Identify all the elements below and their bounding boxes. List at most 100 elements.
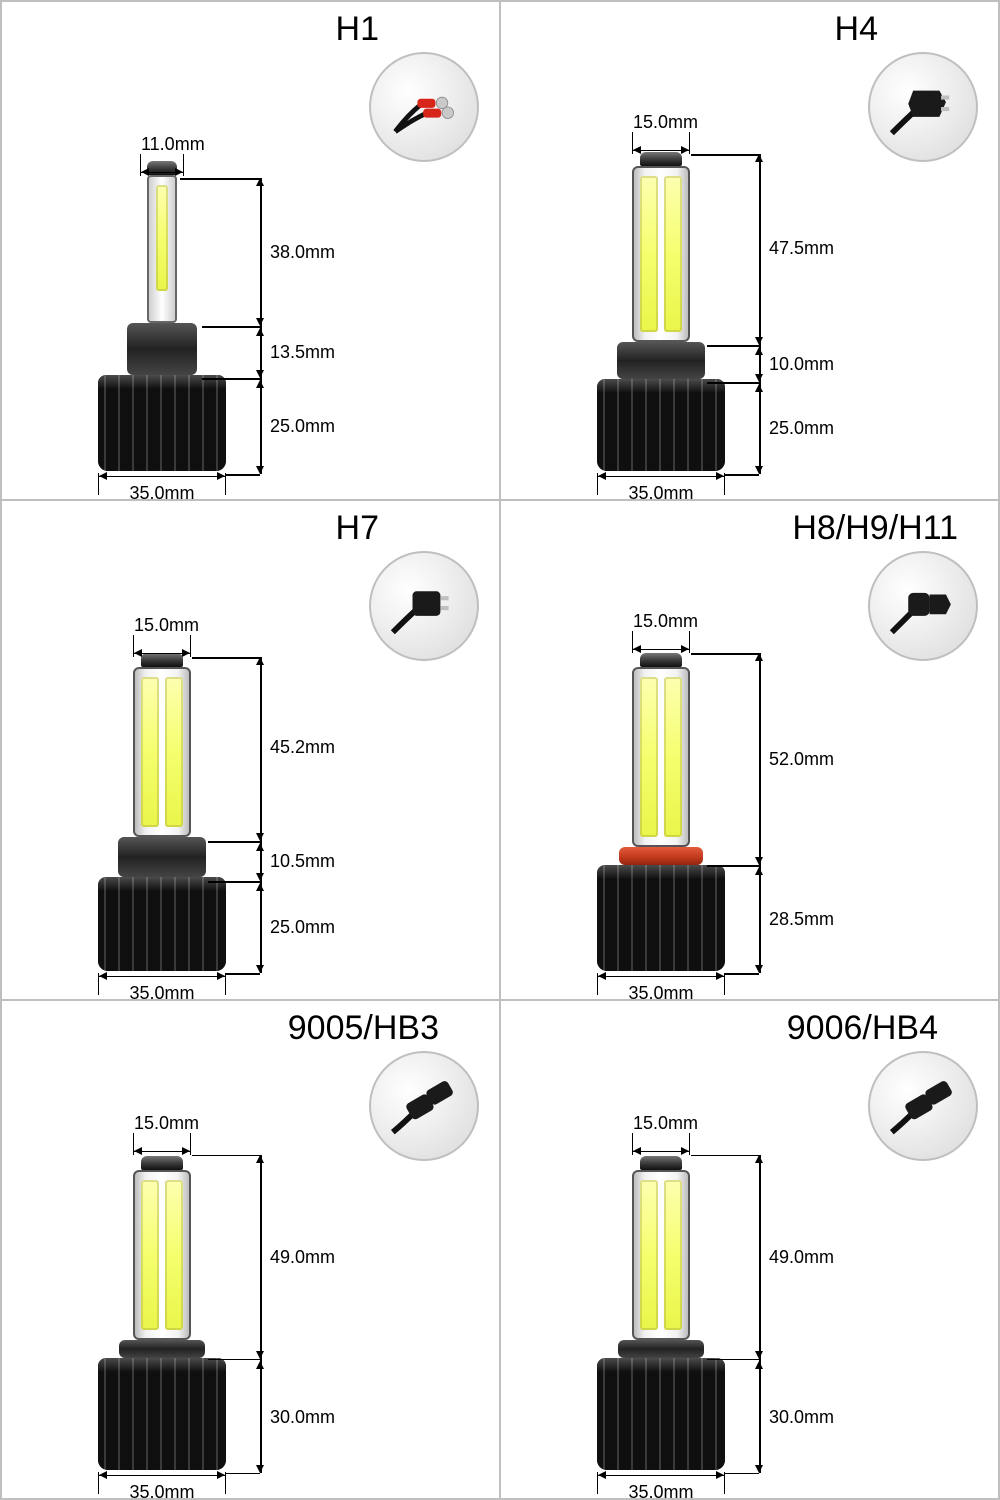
bulb-tip xyxy=(141,1156,183,1170)
led-chip-icon xyxy=(664,1180,682,1330)
bulb-h7 xyxy=(92,653,232,971)
dim-top-width: 15.0mm xyxy=(632,631,690,653)
dim-base-width: 35.0mm xyxy=(98,1472,226,1494)
led-chip-icon xyxy=(141,677,159,827)
heatsink xyxy=(98,1358,226,1470)
dim-label: 38.0mm xyxy=(270,242,335,263)
angled-plug-icon xyxy=(882,1065,964,1147)
bulb-tip xyxy=(640,1156,682,1170)
dim-label: 30.0mm xyxy=(270,1407,335,1428)
dim-axis xyxy=(759,154,761,474)
dim-label: 10.0mm xyxy=(769,354,834,375)
heatsink xyxy=(98,877,226,971)
bulb-hb3 xyxy=(92,1156,232,1470)
bulb-h1 xyxy=(92,161,232,471)
bulb-spec-grid: H1 11.0mm 35.0m xyxy=(0,0,1000,1500)
collar xyxy=(617,342,705,379)
dim-label: 35.0mm xyxy=(99,1482,225,1499)
collar-red xyxy=(619,847,703,865)
title-h8h9h11: H8/H9/H11 xyxy=(792,509,958,548)
dim-label: 25.0mm xyxy=(769,418,834,439)
connector-hb3 xyxy=(369,1051,479,1161)
dim-label: 35.0mm xyxy=(99,983,225,1000)
heatsink xyxy=(597,379,725,471)
connector-h4 xyxy=(868,52,978,162)
collar xyxy=(127,323,197,375)
dim-label: 52.0mm xyxy=(769,749,834,770)
collar xyxy=(118,837,206,877)
dim-label: 11.0mm xyxy=(141,134,183,155)
title-hb3: 9005/HB3 xyxy=(288,1009,439,1048)
connector-h7 xyxy=(369,551,479,661)
collar xyxy=(119,1340,205,1358)
led-chip-icon xyxy=(165,1180,183,1330)
dim-axis xyxy=(260,178,262,474)
led-body xyxy=(632,166,690,342)
led-body xyxy=(632,667,690,847)
heatsink xyxy=(597,1358,725,1470)
connector-h11 xyxy=(868,551,978,661)
cell-hb4: 9006/HB4 15.0mm 35.0mm xyxy=(500,1000,999,1499)
dim-label: 10.5mm xyxy=(270,851,335,872)
bulb-tip xyxy=(640,653,682,667)
connector-hb4 xyxy=(868,1051,978,1161)
dim-label: 15.0mm xyxy=(633,112,689,133)
dim-base-width: 35.0mm xyxy=(98,973,226,995)
h7-plug-icon xyxy=(383,565,465,647)
led-body xyxy=(632,1170,690,1340)
heatsink xyxy=(597,865,725,971)
dim-base-width: 35.0mm xyxy=(597,473,725,495)
dim-axis xyxy=(260,1155,262,1473)
dim-label: 35.0mm xyxy=(99,483,225,500)
cell-h7: H7 15.0mm 35.0mm xyxy=(1,500,500,999)
led-chip-icon xyxy=(664,176,682,332)
collar xyxy=(618,1340,704,1358)
dim-label: 35.0mm xyxy=(598,983,724,1000)
dim-label: 35.0mm xyxy=(598,1482,724,1499)
led-chip-icon xyxy=(640,1180,658,1330)
dim-base-width: 35.0mm xyxy=(597,973,725,995)
dim-label: 47.5mm xyxy=(769,238,834,259)
dim-label: 13.5mm xyxy=(270,342,335,363)
dim-label: 28.5mm xyxy=(769,909,834,930)
dim-base-width: 35.0mm xyxy=(98,473,226,495)
dim-axis xyxy=(759,653,761,973)
led-chip-icon xyxy=(165,677,183,827)
h4-plug-icon xyxy=(882,66,964,148)
heatsink xyxy=(98,375,226,471)
dim-label: 25.0mm xyxy=(270,917,335,938)
led-body xyxy=(133,667,191,837)
cell-h1: H1 11.0mm 35.0m xyxy=(1,1,500,500)
dim-label: 30.0mm xyxy=(769,1407,834,1428)
bulb-hb4 xyxy=(591,1156,731,1470)
title-hb4: 9006/HB4 xyxy=(787,1009,938,1048)
dim-label: 25.0mm xyxy=(270,416,335,437)
connector-h1 xyxy=(369,52,479,162)
bare-wires-icon xyxy=(383,66,465,148)
title-h7: H7 xyxy=(336,509,379,548)
dim-axis xyxy=(759,1155,761,1473)
title-h1: H1 xyxy=(336,10,379,49)
angled-plug-icon xyxy=(383,1065,465,1147)
dim-top-width: 15.0mm xyxy=(133,635,191,657)
cell-h8h9h11: H8/H9/H11 15.0mm 35.0mm xyxy=(500,500,999,999)
led-chip-icon xyxy=(664,677,682,837)
title-h4: H4 xyxy=(835,10,878,49)
led-chip-icon xyxy=(640,677,658,837)
bulb-h4 xyxy=(591,152,731,471)
cell-hb3: 9005/HB3 15.0mm 35.0mm xyxy=(1,1000,500,1499)
bulb-h11 xyxy=(591,653,731,971)
dim-base-width: 35.0mm xyxy=(597,1472,725,1494)
dim-top-width: 15.0mm xyxy=(632,1133,690,1155)
led-body xyxy=(147,175,177,323)
dim-label: 15.0mm xyxy=(134,1113,190,1134)
dim-top-width: 15.0mm xyxy=(133,1133,191,1155)
dim-top-width: 11.0mm xyxy=(140,154,184,176)
led-chip-icon xyxy=(640,176,658,332)
dim-top-width: 15.0mm xyxy=(632,132,690,154)
led-body xyxy=(133,1170,191,1340)
led-chip-icon xyxy=(141,1180,159,1330)
dim-label: 49.0mm xyxy=(769,1247,834,1268)
h11-plug-icon xyxy=(882,565,964,647)
dim-label: 15.0mm xyxy=(633,611,689,632)
